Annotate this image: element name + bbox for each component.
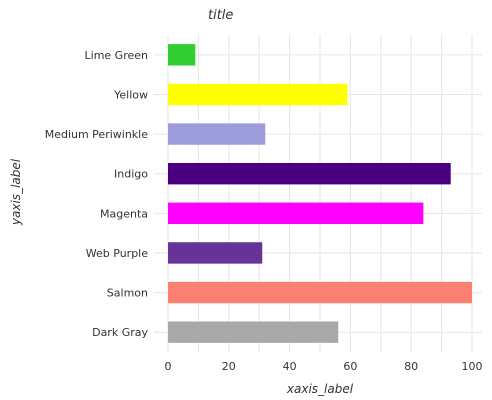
x-tick-labels: 0 20 40 60 80 100: [165, 360, 483, 373]
x-axis-title: xaxis_label: [286, 382, 354, 396]
y-tick-label: Magenta: [100, 207, 148, 220]
bar-lime-green: [168, 44, 196, 66]
y-tick-label: Indigo: [114, 168, 148, 181]
bar-magenta: [168, 202, 424, 225]
x-tick-label: 40: [283, 360, 297, 373]
x-tick-label: 0: [165, 360, 172, 373]
y-axis-title: yaxis_label: [9, 158, 23, 226]
y-tick-label: Web Purple: [86, 247, 148, 260]
y-tick-labels: Dark Gray Salmon Web Purple Magenta Indigo Me…: [45, 49, 149, 339]
bar-dark-gray: [168, 321, 339, 343]
bar-medium-periwinkle: [168, 123, 266, 145]
bars: [168, 44, 472, 343]
x-tick-label: 60: [343, 360, 357, 373]
y-tick-label: Medium Periwinkle: [45, 128, 149, 141]
y-tick-label: Lime Green: [85, 49, 149, 62]
x-tick-label: 100: [462, 360, 483, 373]
bar-salmon: [168, 281, 472, 304]
bar-web-purple: [168, 242, 263, 264]
y-tick-label: Dark Gray: [92, 326, 148, 339]
y-tick-label: Salmon: [107, 287, 148, 300]
x-tick-label: 20: [222, 360, 236, 373]
bar-indigo: [168, 162, 451, 185]
grid-lines: [154, 35, 482, 352]
bar-yellow: [168, 83, 348, 106]
chart-title: title: [208, 8, 233, 23]
x-tick-label: 80: [404, 360, 418, 373]
y-tick-label: Yellow: [113, 88, 148, 101]
